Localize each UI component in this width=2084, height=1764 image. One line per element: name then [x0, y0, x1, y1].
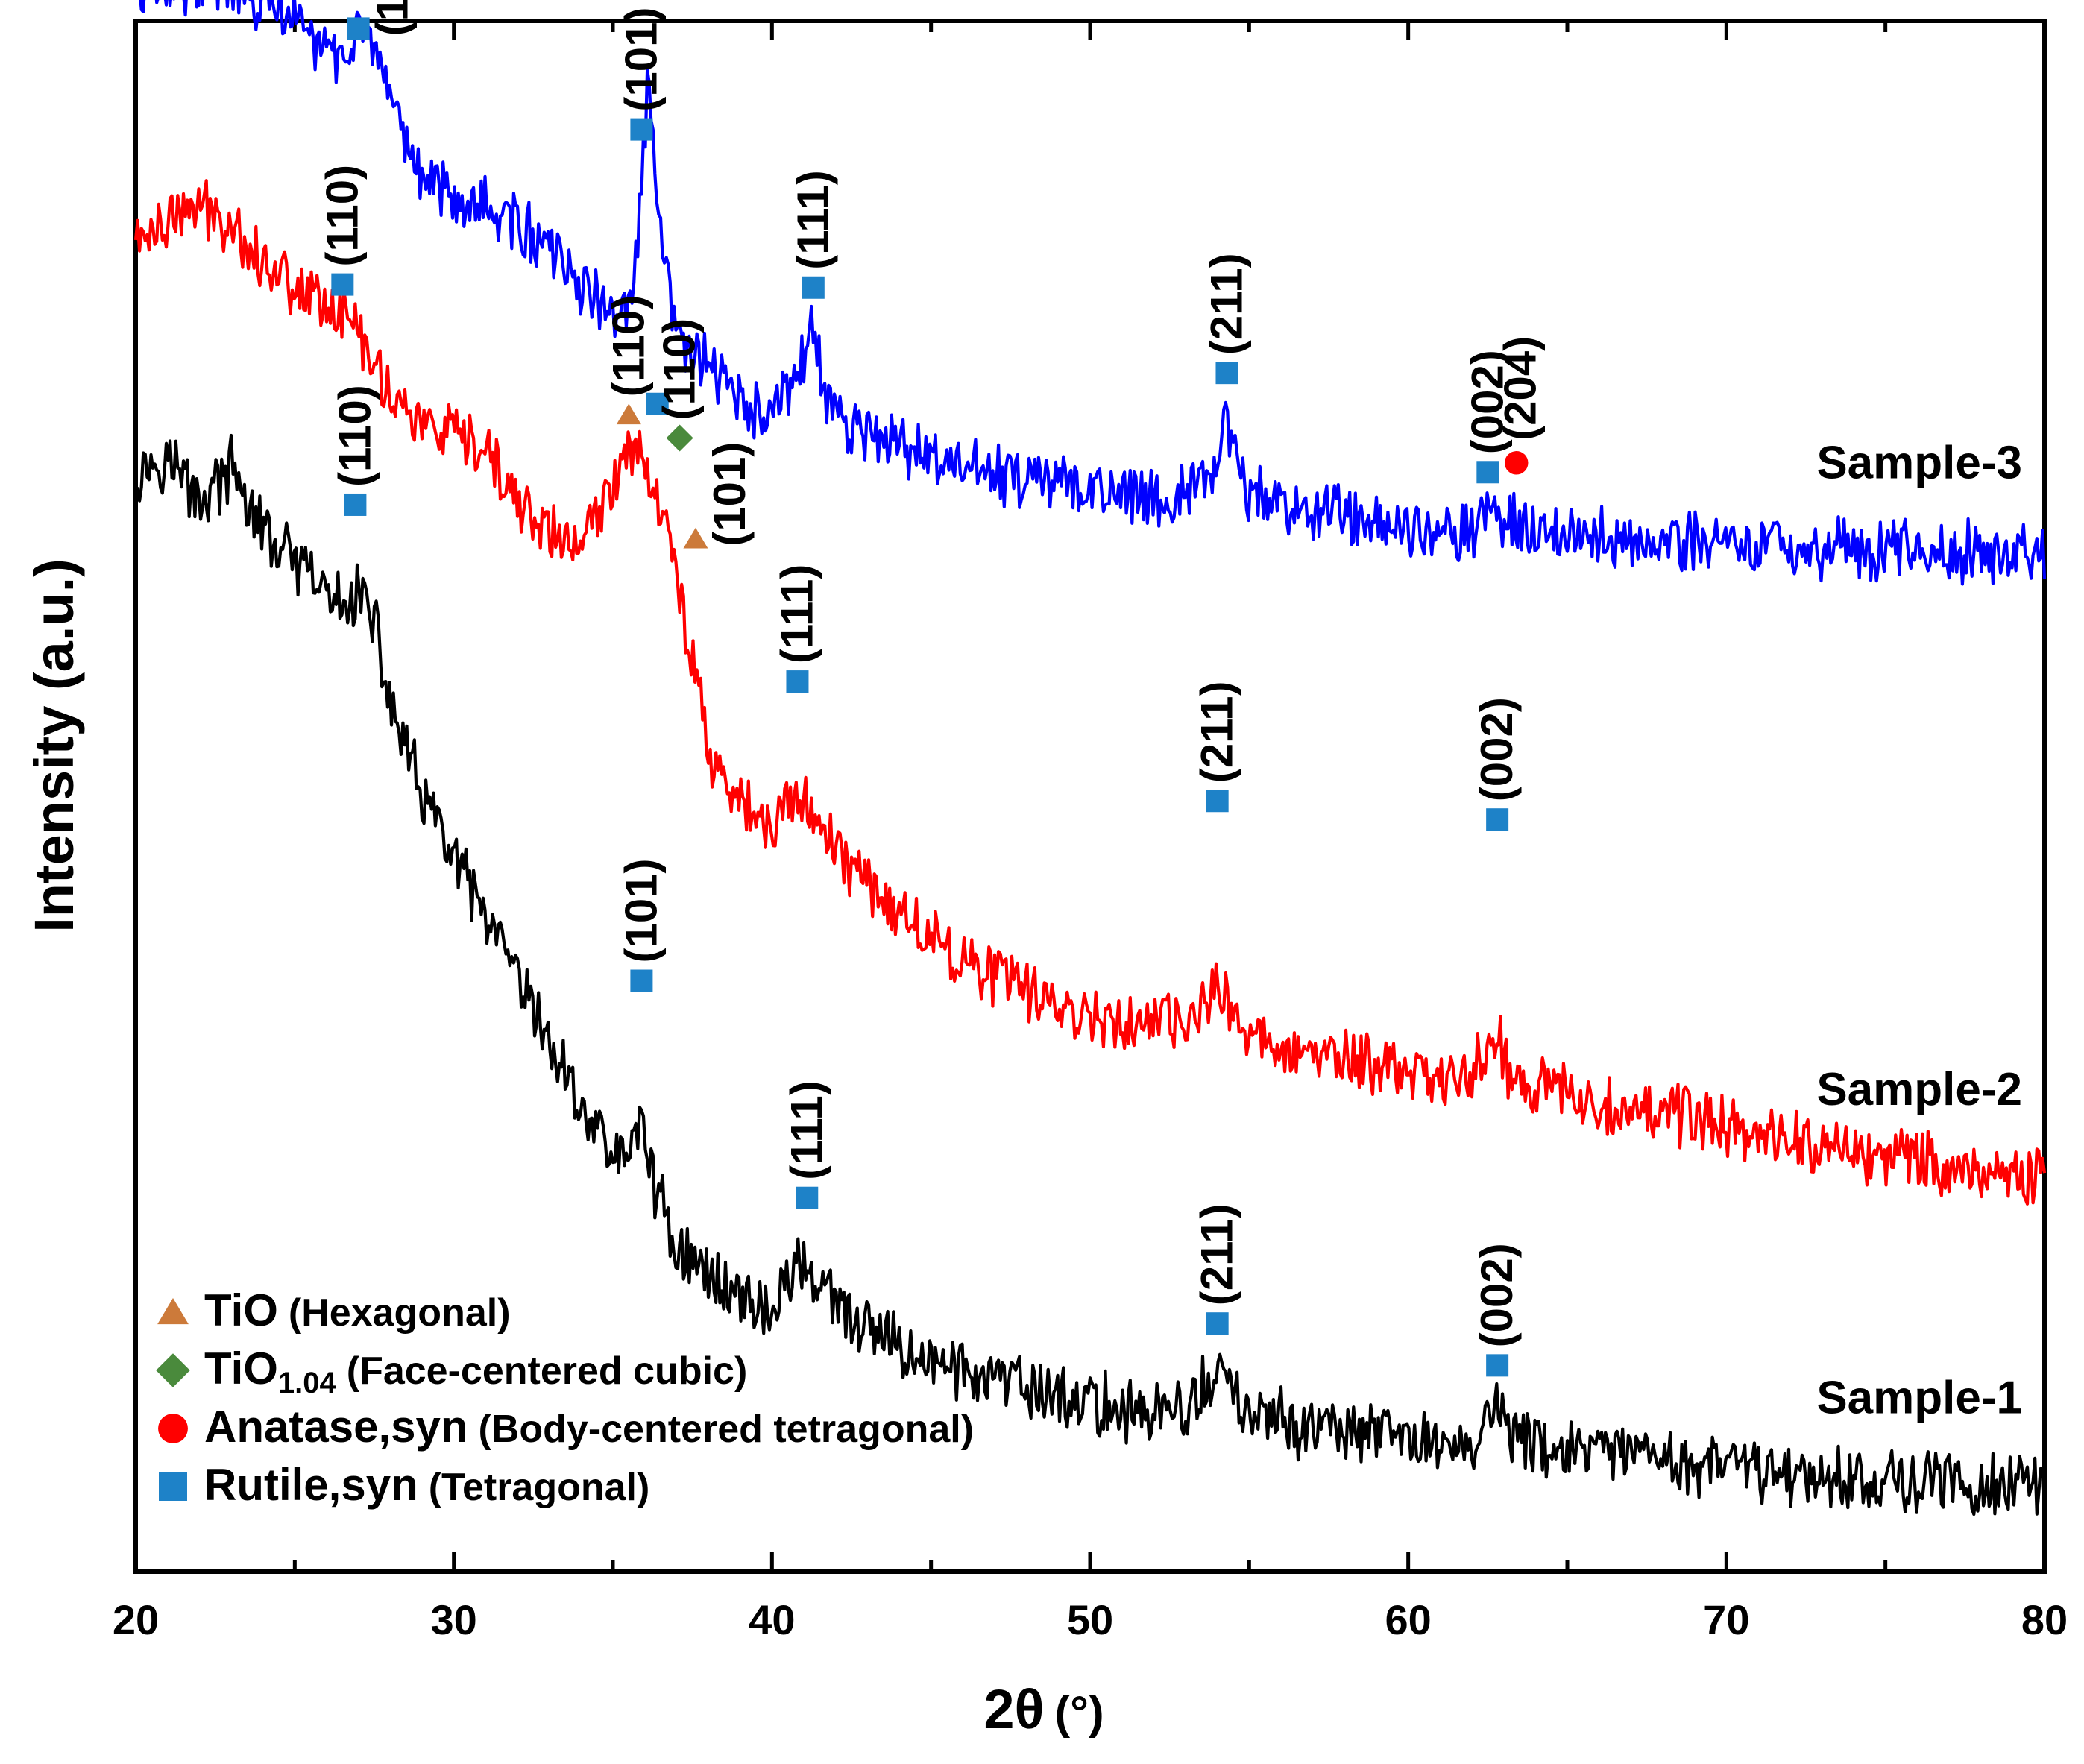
- peak-marker-diamond: [666, 424, 693, 452]
- peak-marker-square: [630, 969, 653, 992]
- x-tick-label: 40: [749, 1596, 795, 1643]
- peak-marker-square: [802, 276, 825, 299]
- peak-hkl-label: (111): [772, 564, 822, 664]
- legend-entry-desc: (Body-centered tetragonal): [479, 1408, 975, 1451]
- legend-entry-name: TiO: [204, 1344, 278, 1393]
- sample-label: Sample-3: [1816, 437, 2022, 488]
- sample-label: Sample-1: [1816, 1373, 2022, 1424]
- y-axis-label: Intensity (a.u.): [23, 558, 85, 933]
- sample-label: Sample-2: [1816, 1064, 2022, 1115]
- x-axis-label-unit: (°): [1055, 1687, 1104, 1739]
- peak-annotations: (110)(101)(111)(211)(002)(204)(110)(110)…: [317, 0, 1546, 1377]
- peak-hkl-label: (101): [616, 858, 666, 963]
- x-tick-label: 50: [1067, 1596, 1113, 1643]
- series-line-sample-2: [133, 179, 2047, 1206]
- legend-entry-desc: (Face-centered cubic): [347, 1349, 748, 1393]
- peak-hkl-label: (110): [317, 165, 367, 267]
- series-layer: [133, 0, 2047, 1516]
- x-tick-label: 20: [113, 1596, 159, 1643]
- peak-hkl-label: (002): [1472, 1243, 1522, 1347]
- peak-marker-square: [347, 17, 370, 40]
- legend-entry-desc: (Tetragonal): [429, 1466, 650, 1509]
- legend-entry: Anatase,syn (Body-centered tetragonal): [204, 1402, 974, 1452]
- peak-hkl-label: (204): [1496, 336, 1546, 441]
- x-tick-label: 60: [1385, 1596, 1432, 1643]
- peak-marker-square: [1206, 1312, 1229, 1335]
- series-line-sample-3: [139, 0, 2047, 586]
- legend-marker-circle: [158, 1414, 188, 1443]
- x-tick-label: 30: [431, 1596, 477, 1643]
- peak-hkl-label: (110): [603, 295, 653, 397]
- peak-marker-triangle: [616, 403, 641, 425]
- legend-entry: TiO1.04 (Face-centered cubic): [204, 1344, 747, 1399]
- legend-marker-diamond: [156, 1353, 190, 1387]
- legend-marker-square: [159, 1472, 187, 1501]
- peak-hkl-label: (110): [368, 0, 418, 36]
- legend-marker-triangle: [157, 1298, 189, 1325]
- peak-marker-square: [1476, 461, 1499, 484]
- x-axis-ticks: [133, 21, 2047, 1572]
- legend: TiO (Hexagonal)TiO1.04 (Face-centered cubi…: [156, 1285, 974, 1510]
- peak-marker-triangle: [683, 527, 708, 549]
- peak-marker-square: [331, 273, 354, 296]
- peak-marker-square: [1206, 790, 1229, 813]
- legend-entry-name: Rutile,syn: [204, 1460, 418, 1510]
- x-axis-label-main: 2θ: [983, 1678, 1044, 1740]
- legend-entry-name: TiO: [204, 1285, 278, 1335]
- legend-entry: TiO (Hexagonal): [204, 1285, 511, 1335]
- peak-marker-square: [630, 118, 653, 141]
- peak-hkl-label: (110): [330, 385, 380, 487]
- peak-hkl-label: (002): [1472, 697, 1522, 801]
- x-axis-tick-labels: 20 30 40 50 60 70 80: [113, 1596, 2068, 1643]
- legend-entry-desc: (Hexagonal): [289, 1291, 511, 1335]
- peak-hkl-label: (111): [781, 1080, 831, 1179]
- peak-hkl-label: (211): [1192, 1203, 1242, 1305]
- peak-marker-square: [646, 392, 669, 415]
- x-tick-label: 70: [1703, 1596, 1749, 1643]
- legend-entry: Rutile,syn (Tetragonal): [204, 1460, 649, 1510]
- x-axis-label: 2θ (°): [983, 1678, 1104, 1740]
- peak-marker-square: [1486, 808, 1509, 831]
- peak-hkl-label: (211): [1192, 681, 1242, 783]
- series-line-sample-1: [134, 433, 2047, 1516]
- peak-marker-square: [1215, 362, 1238, 385]
- peak-marker-square: [796, 1186, 819, 1209]
- peak-hkl-label: (110): [655, 318, 705, 420]
- peak-marker-square: [786, 670, 809, 693]
- peak-hkl-label: (211): [1201, 253, 1251, 355]
- peak-marker-circle: [1504, 451, 1529, 475]
- peak-hkl-label: (111): [788, 170, 838, 269]
- peak-hkl-label: (101): [705, 442, 755, 546]
- legend-entry-name: Anatase,syn: [204, 1402, 468, 1452]
- peak-hkl-label: (002): [1462, 350, 1512, 454]
- peak-hkl-label: (101): [616, 7, 666, 112]
- peak-marker-square: [344, 493, 367, 516]
- sample-labels: Sample-3 Sample-2 Sample-1: [1816, 437, 2022, 1423]
- x-tick-label: 80: [2021, 1596, 2068, 1643]
- legend-entry-subscript: 1.04: [278, 1367, 337, 1399]
- peak-marker-square: [1486, 1354, 1509, 1377]
